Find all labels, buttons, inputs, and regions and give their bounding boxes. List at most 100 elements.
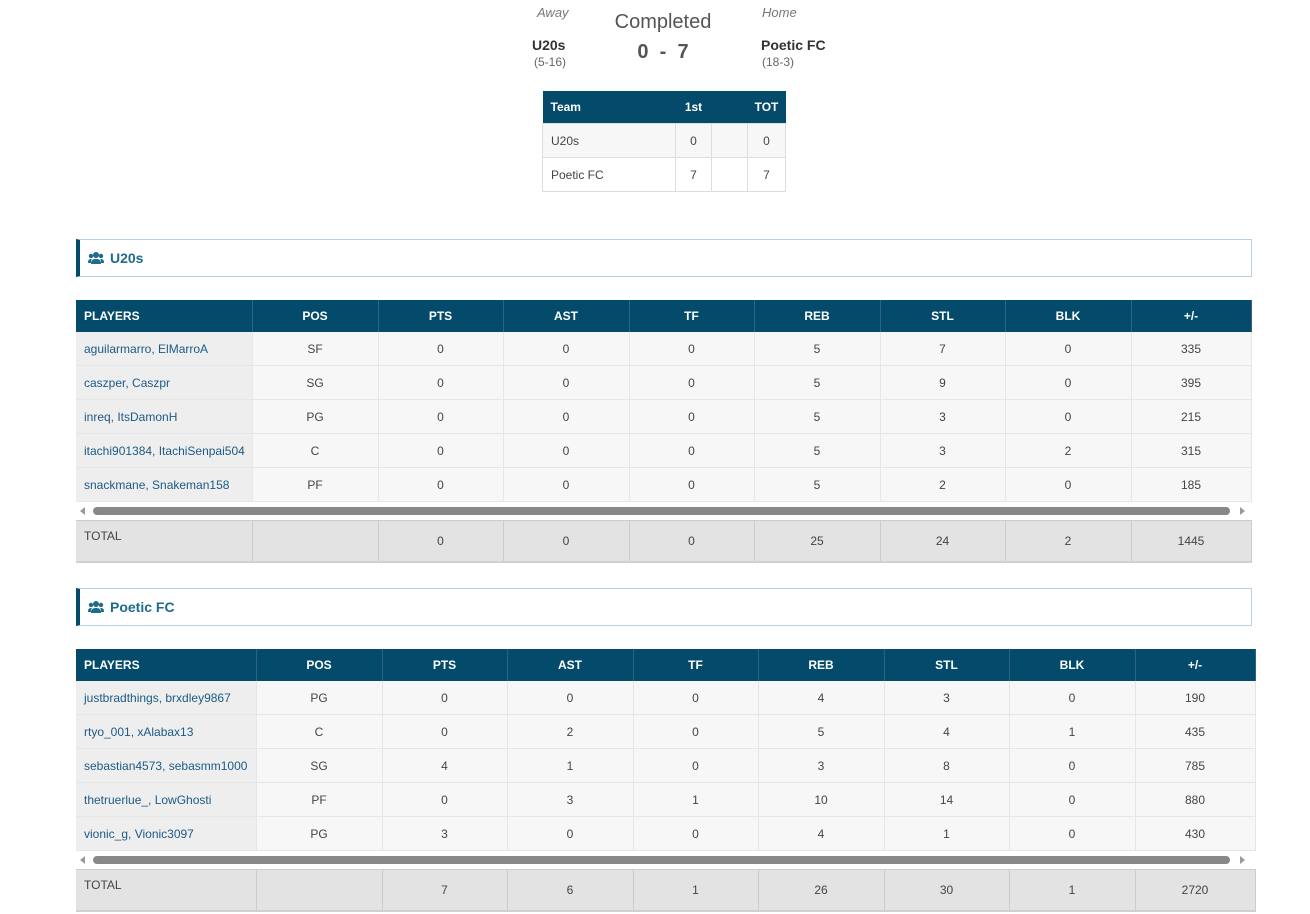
stat-cell: 0	[378, 399, 504, 434]
stat-cell: 880	[1135, 782, 1256, 817]
player-row: vionic_g, Vionic3097 PG 3 0 0 4 1 0 430	[76, 816, 1256, 851]
position-cell: SG	[252, 365, 379, 400]
stat-cell: 335	[1131, 332, 1252, 366]
stat-cell: 3	[884, 681, 1010, 715]
stat-cell: 0	[503, 433, 630, 468]
stat-cell: 395	[1131, 365, 1252, 400]
linescore-row: Poetic FC 7 7	[542, 157, 786, 192]
stat-cell: 7	[880, 332, 1006, 366]
column-header: REB	[758, 649, 885, 681]
linescore-header	[711, 91, 748, 124]
player-row: inreq, ItsDamonH PG 0 0 0 5 3 0 215	[76, 399, 1252, 434]
table-head: PLAYERS POS PTS AST TF REB STL BLK +/-	[76, 649, 1256, 681]
player-link[interactable]: justbradthings, brxdley9867	[84, 690, 231, 705]
total-cell: 7	[382, 869, 508, 912]
stat-cell: 0	[629, 365, 755, 400]
stat-cell: 3	[382, 816, 508, 851]
box-score-table: PLAYERS POS PTS AST TF REB STL BLK +/- justbradth…	[76, 649, 1256, 851]
stat-cell: 4	[758, 681, 885, 715]
status: Completed	[614, 11, 712, 33]
total-cell: 30	[884, 869, 1010, 912]
player-link[interactable]: thetruerlue_, LowGhosti	[84, 792, 212, 807]
total-score: 0	[747, 123, 786, 158]
player-link[interactable]: sebastian4573, sebasmm1000	[84, 758, 248, 773]
stat-cell: 8	[884, 748, 1010, 783]
team-name: Poetic FC	[110, 599, 175, 615]
player-cell: inreq, ItsDamonH	[76, 399, 253, 434]
stat-cell: 190	[1135, 681, 1256, 715]
column-header: PLAYERS	[76, 300, 253, 332]
column-header: STL	[880, 300, 1006, 332]
column-header: POS	[252, 300, 379, 332]
stat-cell: 0	[1005, 467, 1132, 502]
player-row: aguilarmarro, ElMarroA SF 0 0 0 5 7 0 335	[76, 332, 1252, 366]
player-cell: aguilarmarro, ElMarroA	[76, 332, 253, 366]
score: 0 - 7	[563, 41, 763, 64]
linescore-row: U20s 0 0	[542, 123, 786, 158]
player-link[interactable]: snackmane, Snakeman158	[84, 477, 230, 492]
stat-cell: 1	[1009, 714, 1136, 749]
stat-cell: 3	[880, 399, 1006, 434]
player-row: rtyo_001, xAlabax13 C 0 2 0 5 4 1 435	[76, 714, 1256, 749]
stat-cell: 0	[507, 681, 634, 715]
column-header: TF	[629, 300, 755, 332]
column-header: AST	[503, 300, 630, 332]
player-link[interactable]: itachi901384, ItachiSenpai504	[84, 443, 245, 458]
stat-cell: 0	[1009, 748, 1136, 783]
stat-cell: 0	[382, 681, 508, 715]
player-row: thetruerlue_, LowGhosti PF 0 3 1 10 14 0 880	[76, 782, 1256, 817]
stat-cell: 1	[507, 748, 634, 783]
home-label: Home	[762, 5, 797, 20]
stat-cell: 435	[1135, 714, 1256, 749]
position-cell: PF	[252, 467, 379, 502]
player-link[interactable]: caszper, Caszpr	[84, 375, 171, 390]
empty-cell	[252, 520, 379, 563]
player-cell: itachi901384, ItachiSenpai504	[76, 433, 253, 468]
stat-cell: 0	[629, 467, 755, 502]
total-row: TOTAL 7 6 1 26 30 1 2720	[76, 869, 1256, 912]
player-link[interactable]: vionic_g, Vionic3097	[84, 826, 194, 841]
player-row: itachi901384, ItachiSenpai504 C 0 0 0 5 3 2 315	[76, 433, 1252, 468]
away-record: (5-16)	[534, 55, 567, 69]
stat-cell: 4	[382, 748, 508, 783]
stat-cell: 0	[503, 365, 630, 400]
header-row: PLAYERS POS PTS AST TF REB STL BLK +/-	[76, 300, 1252, 332]
home-name: Poetic FC	[761, 37, 826, 53]
stat-cell: 0	[378, 467, 504, 502]
linescore-header: TOT	[747, 91, 786, 124]
player-link[interactable]: aguilarmarro, ElMarroA	[84, 341, 209, 356]
stat-cell: 0	[633, 816, 759, 851]
player-link[interactable]: inreq, ItsDamonH	[84, 409, 178, 424]
score-separator: -	[659, 41, 667, 63]
stat-cell: 0	[633, 714, 759, 749]
team-cell: U20s	[542, 123, 676, 158]
stat-cell: 785	[1135, 748, 1256, 783]
table-body: aguilarmarro, ElMarroA SF 0 0 0 5 7 0 335 caszper…	[76, 332, 1252, 502]
away-score: 0	[637, 41, 649, 63]
total-cell: 25	[754, 520, 881, 563]
position-cell: PG	[256, 681, 383, 715]
total-cell: 2	[1005, 520, 1132, 563]
player-cell: thetruerlue_, LowGhosti	[76, 782, 257, 817]
player-cell: sebastian4573, sebasmm1000	[76, 748, 257, 783]
stat-cell: 0	[1009, 816, 1136, 851]
total-cell: 1	[633, 869, 759, 912]
column-header: BLK	[1005, 300, 1132, 332]
player-row: justbradthings, brxdley9867 PG 0 0 0 4 3 0 190	[76, 681, 1256, 715]
stat-cell: 0	[633, 681, 759, 715]
stat-cell: 0	[1005, 332, 1132, 366]
linescore-header: Team	[542, 91, 676, 124]
stat-cell: 5	[754, 332, 881, 366]
away-label: Away	[537, 5, 569, 20]
stat-cell: 430	[1135, 816, 1256, 851]
empty-cell	[256, 869, 383, 912]
empty-cell	[711, 123, 748, 158]
linescore-header: 1st	[675, 91, 712, 124]
team-heading: U20s	[76, 239, 1252, 277]
player-row: caszper, Caszpr SG 0 0 0 5 9 0 395	[76, 365, 1252, 400]
player-link[interactable]: rtyo_001, xAlabax13	[84, 724, 194, 739]
stat-cell: 5	[758, 714, 885, 749]
column-header: TF	[633, 649, 759, 681]
column-header: REB	[754, 300, 881, 332]
